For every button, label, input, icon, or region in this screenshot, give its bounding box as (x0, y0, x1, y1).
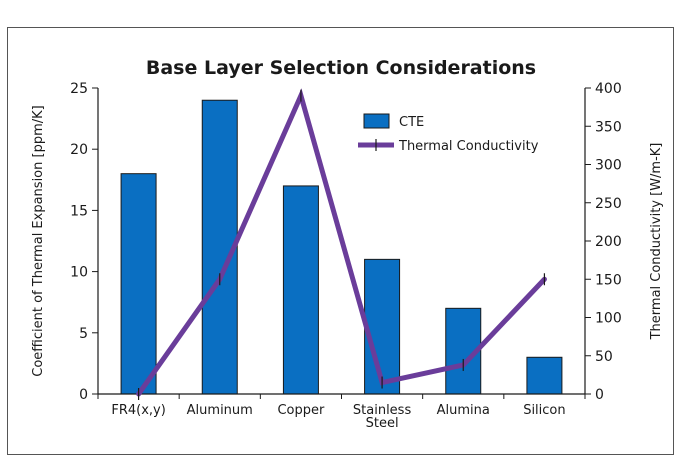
y-tick-label-3: 15 (70, 203, 88, 219)
y2-tick-label-8: 400 (595, 81, 622, 97)
y-tick-label-2: 10 (70, 265, 88, 281)
x-tick-label-0: FR4(x,y) (111, 403, 165, 418)
legend-cte-label: CTE (399, 115, 424, 130)
y2-tick-label-6: 300 (595, 158, 622, 174)
y2-tick-label-3: 150 (595, 272, 622, 288)
thermal-conductivity-line (136, 88, 547, 397)
chart-title: Base Layer Selection Considerations (146, 57, 536, 79)
y2-tick-label-2: 100 (595, 311, 622, 327)
line-series-group (136, 88, 547, 400)
bar-6 (526, 356, 563, 395)
y-tick-label-5: 25 (70, 81, 88, 97)
y2-tick-label-5: 250 (595, 196, 622, 212)
legend: CTE Thermal Conductivity (358, 113, 539, 154)
axes-group: 0510152025050100150200250300350400FR4(x,… (70, 81, 622, 431)
y-tick-label-4: 20 (70, 142, 88, 158)
y-tick-label-0: 0 (79, 387, 88, 403)
bar-3 (282, 185, 319, 395)
x-tick-label-5: Silicon (523, 403, 565, 418)
y-tick-label-1: 5 (79, 326, 88, 342)
legend-tc-label: Thermal Conductivity (398, 139, 539, 154)
y2-tick-label-7: 350 (595, 119, 622, 135)
x-tick-label-3: Stainless Steel (353, 403, 412, 431)
x-tick-label-4: Alumina (437, 403, 490, 418)
bar-1 (120, 173, 157, 395)
y2-axis-label: Thermal Conductivity [W/m-K] (649, 143, 664, 341)
x-tick-label-2: Copper (277, 403, 325, 418)
x-tick-label-1: Aluminum (187, 403, 253, 418)
y2-tick-label-4: 200 (595, 234, 622, 250)
legend-cte-swatch (363, 113, 390, 129)
y2-tick-label-1: 50 (595, 349, 613, 365)
y-axis-label: Coefficient of Thermal Expansion [ppm/K] (31, 105, 46, 376)
y2-tick-label-0: 0 (595, 387, 604, 403)
